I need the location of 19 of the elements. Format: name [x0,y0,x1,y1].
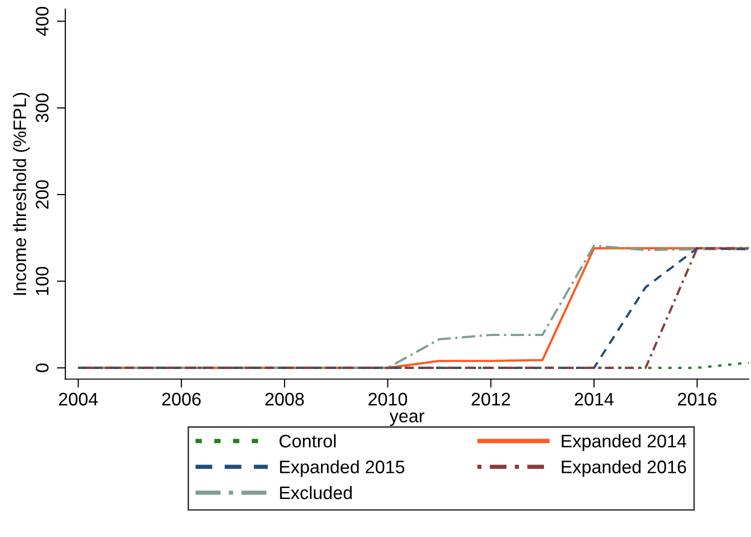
legend-label: Expanded 2016 [562,460,686,477]
y-axis-title: Income threshold (%FPL) [12,92,30,295]
legend-label: Expanded 2015 [280,460,404,477]
y-tick-label: 100 [36,266,49,295]
x-tick-label: 2012 [472,392,510,406]
y-tick-label: 200 [36,180,49,209]
x-tick-label: 2008 [265,392,304,406]
legend-label: Excluded [280,486,352,500]
y-tick-label: 300 [36,94,49,122]
x-tick-label: 2014 [574,392,614,406]
x-axis-title: year [390,412,424,426]
y-tick-label: 400 [36,6,49,36]
x-tick-label: 2016 [678,392,716,406]
x-tick-label: 2010 [368,392,408,406]
legend-label: Expanded 2014 [562,434,686,452]
y-tick-label: 0 [36,364,49,372]
legend-label: Control [280,434,336,448]
x-tick-label: 2004 [59,392,98,406]
x-tick-label: 2006 [162,392,201,406]
